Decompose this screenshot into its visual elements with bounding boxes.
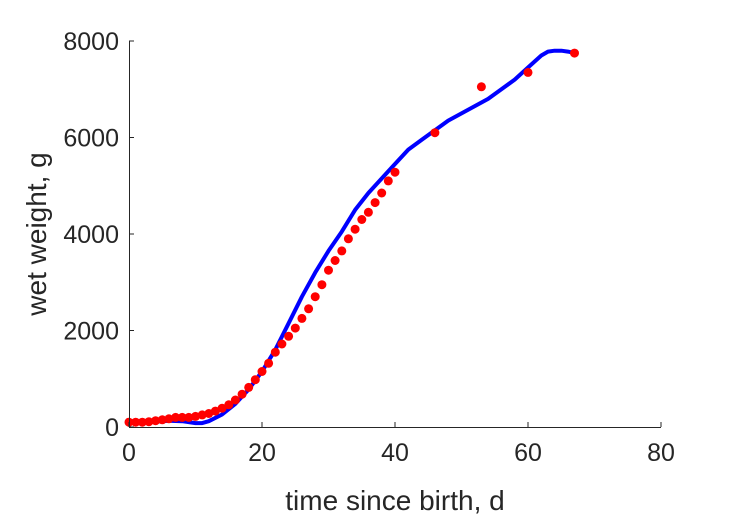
data-point: [224, 400, 234, 410]
data-point: [144, 417, 154, 427]
data-point: [137, 417, 147, 427]
data-point: [250, 375, 260, 385]
y-tick-label: 6000: [63, 125, 119, 153]
y-axis-title: wet weight, g: [21, 152, 52, 316]
data-point: [257, 367, 267, 376]
data-point: [230, 395, 240, 405]
y-tick-label: 4000: [63, 221, 119, 249]
data-point: [304, 304, 314, 314]
x-tick-label: 0: [122, 439, 136, 467]
data-point: [570, 48, 579, 58]
data-point: [244, 382, 254, 392]
data-point: [337, 246, 347, 256]
data-point: [343, 234, 353, 244]
data-point: [350, 224, 360, 234]
data-point: [310, 292, 320, 302]
y-tick-label: 8000: [63, 28, 119, 56]
x-tick-label: 60: [514, 439, 542, 467]
axes: [129, 41, 661, 428]
data-point: [390, 167, 400, 177]
x-axis-title: time since birth, d: [285, 485, 504, 516]
data-point: [171, 412, 181, 422]
data-point: [191, 411, 200, 421]
data-point: [151, 416, 161, 426]
y-tick-label: 0: [105, 414, 119, 442]
data-point: [284, 331, 294, 341]
data-point: [523, 67, 533, 77]
data-point: [277, 339, 287, 349]
data-point: [297, 313, 307, 323]
data-point: [357, 215, 367, 224]
plot-area: [124, 48, 579, 427]
x-tick-label: 40: [381, 439, 409, 467]
data-point: [290, 323, 300, 333]
data-point: [264, 358, 274, 368]
x-tick-label: 80: [647, 439, 675, 467]
data-point: [317, 280, 327, 290]
data-point: [237, 389, 247, 399]
data-point: [324, 265, 333, 275]
data-point: [377, 188, 387, 198]
data-point: [383, 176, 393, 186]
data-point: [157, 415, 167, 425]
data-point: [164, 414, 174, 424]
data-point: [184, 412, 194, 422]
x-ticks: 0 20 40 60 80: [122, 422, 675, 467]
data-point: [177, 412, 187, 422]
y-tick-label: 2000: [63, 318, 119, 346]
x-tick-label: 20: [248, 439, 276, 467]
data-point: [131, 417, 141, 427]
data-point: [217, 403, 227, 413]
data-point: [370, 198, 380, 208]
data-point: [330, 256, 340, 265]
data-point: [476, 82, 486, 92]
data-point: [270, 347, 280, 357]
data-point: [430, 128, 440, 138]
y-ticks: 0 2000 4000 6000 8000: [63, 28, 134, 442]
data-point: [363, 207, 373, 217]
